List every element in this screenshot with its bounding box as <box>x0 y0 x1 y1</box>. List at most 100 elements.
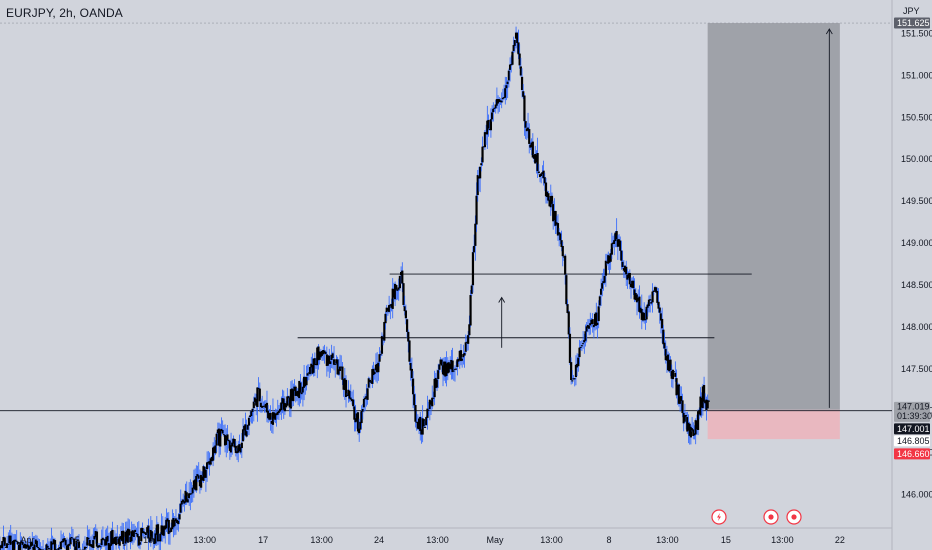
candle-body <box>528 129 531 144</box>
up-arrow-head[interactable] <box>498 296 506 303</box>
candle-body <box>397 287 400 290</box>
candle-body <box>529 144 532 148</box>
candle-body <box>371 369 374 384</box>
target-zone[interactable] <box>707 23 840 410</box>
candle-body <box>177 520 180 525</box>
candle-body <box>64 539 67 546</box>
candle-body <box>676 384 679 395</box>
candle-body <box>559 233 562 241</box>
candle-body <box>231 442 234 447</box>
candle-body <box>548 199 551 207</box>
candle-body <box>37 547 40 549</box>
candle-body <box>311 364 314 374</box>
candle-body <box>358 428 361 434</box>
candle-body <box>489 119 493 131</box>
candle-body <box>655 287 658 293</box>
candle-body <box>458 350 461 361</box>
candle-body <box>611 242 615 245</box>
candle-body <box>50 541 53 550</box>
candle-body <box>93 536 96 540</box>
candle-body <box>171 519 174 530</box>
candle-body <box>610 243 613 255</box>
candle-body <box>337 369 340 375</box>
candle-body <box>195 476 198 491</box>
candle-body <box>537 171 540 174</box>
candle-body <box>360 411 363 424</box>
candle-body <box>685 415 688 417</box>
candle-body <box>210 457 213 462</box>
candle-body <box>384 313 387 324</box>
x-tick-label: 22 <box>835 535 845 545</box>
candle-body <box>657 301 660 309</box>
candle-body <box>586 325 590 328</box>
x-tick-label: 24 <box>374 535 384 545</box>
candle-body <box>681 400 684 414</box>
candle-body <box>417 418 421 430</box>
candle-body <box>524 121 527 128</box>
candle-body <box>235 451 239 454</box>
candle-body <box>396 289 399 291</box>
candle-body <box>441 365 445 375</box>
candle-body <box>27 545 30 550</box>
candle-body <box>227 439 230 442</box>
candle-body <box>570 362 573 381</box>
candle-body <box>249 415 252 418</box>
candle-body <box>549 196 552 208</box>
candle-body <box>105 537 108 546</box>
symbol-label[interactable]: EURJPY, 2h, OANDA <box>6 6 123 20</box>
candle-body <box>400 271 403 276</box>
candle-body <box>669 359 672 371</box>
candle-body <box>635 294 639 303</box>
candle-body <box>661 318 664 329</box>
candle-body <box>190 493 193 495</box>
candle-body <box>689 426 692 438</box>
candle-body <box>122 530 125 545</box>
candle-body <box>604 260 607 276</box>
candle-body <box>593 313 597 326</box>
candle-body <box>683 415 687 422</box>
candle-body <box>144 532 148 535</box>
candle-body <box>276 411 279 415</box>
candle-body <box>609 253 612 262</box>
candle-body <box>428 399 431 409</box>
candle-body <box>14 539 17 542</box>
candle-body <box>560 240 563 248</box>
candle-body <box>589 323 592 326</box>
candle-body <box>256 387 259 407</box>
price-axis-panel[interactable] <box>892 0 932 550</box>
candle-body <box>160 525 163 535</box>
position-arrow-head[interactable] <box>825 28 833 35</box>
candle-body <box>519 66 522 76</box>
candle-body <box>288 397 291 408</box>
candle-body <box>196 474 199 477</box>
candle-body <box>319 351 322 358</box>
candle-body <box>576 363 579 368</box>
candle-body <box>352 399 355 407</box>
stop-zone[interactable] <box>707 409 840 440</box>
candle-body <box>671 369 675 380</box>
candle-body <box>394 283 397 300</box>
candle-body <box>209 458 212 465</box>
badge-stop-bg <box>894 448 930 460</box>
candle-body <box>293 386 296 391</box>
candle-body <box>584 331 587 341</box>
candle-body <box>253 397 257 402</box>
candle-body <box>219 429 222 447</box>
candle-body <box>104 539 107 546</box>
candle-body <box>98 545 101 547</box>
candle-body <box>433 378 436 398</box>
candle-body <box>488 128 491 130</box>
candle-body <box>694 420 697 435</box>
candle-body <box>493 107 496 109</box>
candle-body <box>492 108 495 113</box>
candle-body <box>13 539 16 550</box>
candle-body <box>312 358 315 373</box>
candle-body <box>555 222 558 225</box>
candle-body <box>134 529 137 533</box>
badge-stop: 146.660 <box>897 449 930 459</box>
candle-body <box>386 307 390 311</box>
candle-body <box>229 445 233 453</box>
candle-body <box>508 64 512 70</box>
